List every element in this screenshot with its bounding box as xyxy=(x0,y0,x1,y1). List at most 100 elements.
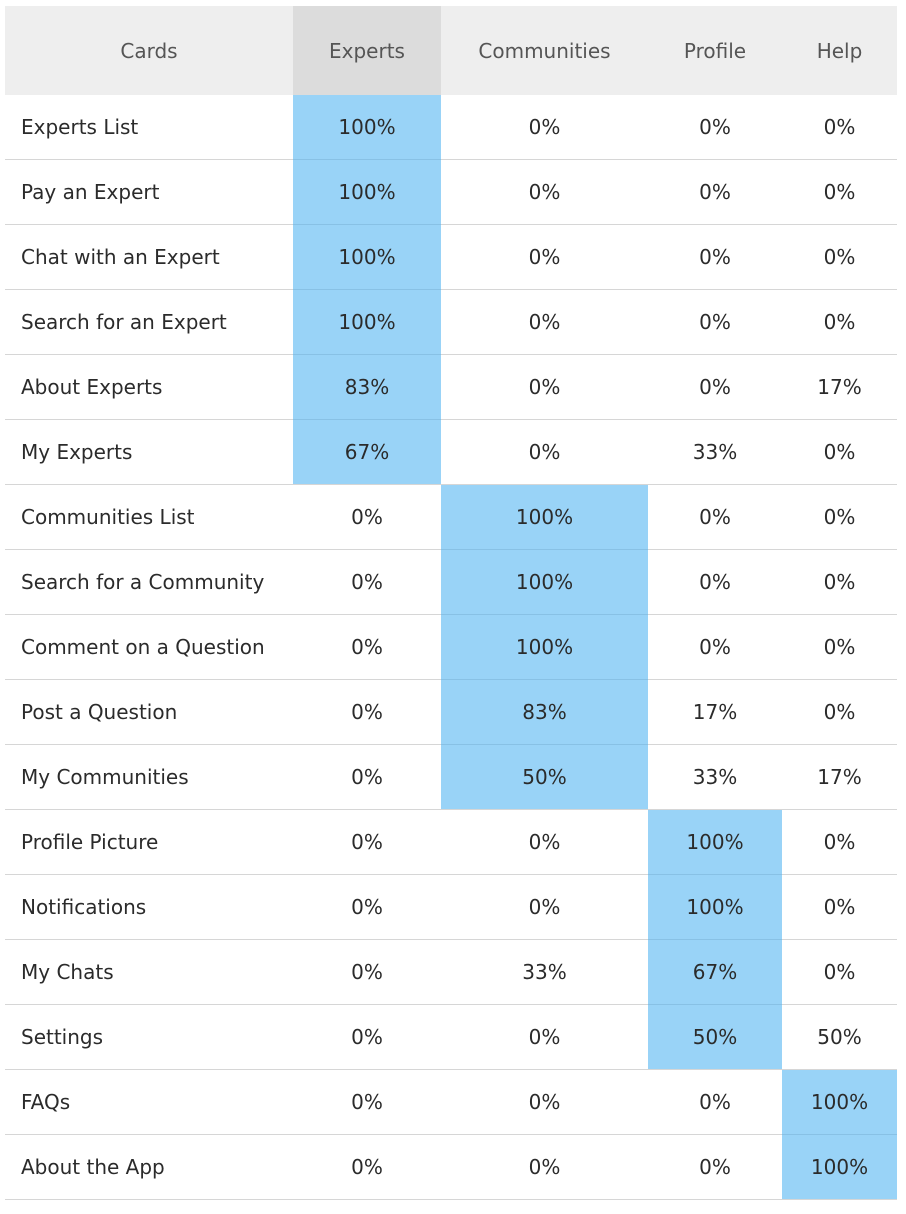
cell-experts: 0% xyxy=(293,1004,441,1070)
table-row: Search for an Expert 100% 0% 0% 0% xyxy=(5,289,897,355)
cell-help: 0% xyxy=(782,874,897,940)
row-label: Comment on a Question xyxy=(5,614,293,680)
cell-help: 100% xyxy=(782,1134,897,1200)
column-header-profile[interactable]: Profile xyxy=(648,6,782,95)
row-label: Experts List xyxy=(21,115,139,139)
cell-profile: 0% xyxy=(648,224,782,290)
table-row: About the App 0% 0% 0% 100% xyxy=(5,1134,897,1200)
row-label: Search for an Expert xyxy=(5,289,293,355)
cell-profile: 100% xyxy=(648,874,782,940)
table-header: Cards Experts Communities Profile Help xyxy=(5,6,897,95)
cell-communities: 0% xyxy=(441,354,648,420)
row-label: About Experts xyxy=(5,354,293,420)
cell-help: 0% xyxy=(782,679,897,745)
cell-profile: 0% xyxy=(648,159,782,225)
cell-communities: 0% xyxy=(441,224,648,290)
cell-profile: 0% xyxy=(648,484,782,550)
cell-help: 0% xyxy=(782,224,897,290)
cell-experts: 100% xyxy=(293,289,441,355)
cell-communities: 0% xyxy=(441,1069,648,1135)
table-row: Profile Picture 0% 0% 100% 0% xyxy=(5,809,897,875)
cell-profile: 0% xyxy=(699,115,731,139)
table-row: Chat with an Expert 100% 0% 0% 0% xyxy=(5,224,897,290)
table-row: Post a Question 0% 83% 17% 0% xyxy=(5,679,897,745)
cell-help: 0% xyxy=(782,809,897,875)
cell-profile: 67% xyxy=(648,939,782,1005)
table-row: My Communities 0% 50% 33% 17% xyxy=(5,744,897,810)
cell-help: 0% xyxy=(782,159,897,225)
table-row: Pay an Expert 100% 0% 0% 0% xyxy=(5,159,897,225)
table-row: FAQs 0% 0% 0% 100% xyxy=(5,1069,897,1135)
card-sort-table-container: Cards Experts Communities Profile Help Exper… xyxy=(5,6,897,1200)
cell-communities: 0% xyxy=(441,1134,648,1200)
cell-help: 50% xyxy=(782,1004,897,1070)
column-header-help[interactable]: Help xyxy=(782,6,897,95)
cell-experts: 0% xyxy=(293,744,441,810)
cell-experts: 83% xyxy=(293,354,441,420)
cell-help: 0% xyxy=(782,419,897,485)
cell-experts: 0% xyxy=(293,679,441,745)
cell-profile: 0% xyxy=(648,1134,782,1200)
cell-help: 0% xyxy=(823,115,856,139)
cell-communities: 0% xyxy=(441,809,648,875)
cell-communities: 0% xyxy=(441,289,648,355)
cell-experts: 100% xyxy=(293,159,441,225)
row-label: About the App xyxy=(5,1134,293,1200)
cell-experts: 0% xyxy=(293,939,441,1005)
row-label: My Experts xyxy=(5,419,293,485)
table-row: Settings 0% 0% 50% 50% xyxy=(5,1004,897,1070)
row-label: Chat with an Expert xyxy=(5,224,293,290)
cell-communities: 0% xyxy=(441,1004,648,1070)
cell-profile: 100% xyxy=(648,809,782,875)
cell-profile: 0% xyxy=(648,354,782,420)
cell-experts: 0% xyxy=(293,614,441,680)
cell-communities: 50% xyxy=(441,744,648,810)
cell-communities: 100% xyxy=(441,484,648,550)
cell-experts: 67% xyxy=(293,419,441,485)
cell-profile: 0% xyxy=(648,289,782,355)
row-label: Settings xyxy=(5,1004,293,1070)
cell-help: 17% xyxy=(782,354,897,420)
cell-communities: 100% xyxy=(441,614,648,680)
cell-experts: 0% xyxy=(293,1069,441,1135)
cell-profile: 33% xyxy=(648,744,782,810)
cell-experts: 0% xyxy=(293,549,441,615)
cell-communities: 83% xyxy=(441,679,648,745)
cell-communities: 0% xyxy=(441,159,648,225)
table-row: About Experts 83% 0% 0% 17% xyxy=(5,354,897,420)
row-label: FAQs xyxy=(5,1069,293,1135)
cell-help: 0% xyxy=(782,289,897,355)
row-label: My Chats xyxy=(5,939,293,1005)
row-label: Profile Picture xyxy=(5,809,293,875)
table-body: Experts List 100% 0% 0% 0% Pay an Expert 100% 0… xyxy=(5,95,897,1200)
cell-help: 100% xyxy=(782,1069,897,1135)
cell-communities: 0% xyxy=(441,874,648,940)
row-label: My Communities xyxy=(5,744,293,810)
cell-help: 0% xyxy=(782,939,897,1005)
cell-profile: 0% xyxy=(648,549,782,615)
table-row: My Experts 67% 0% 33% 0% xyxy=(5,419,897,485)
cell-communities: 100% xyxy=(441,549,648,615)
row-label: Post a Question xyxy=(5,679,293,745)
cell-communities: 0% xyxy=(441,419,648,485)
table-row: Search for a Community 0% 100% 0% 0% xyxy=(5,549,897,615)
cell-profile: 0% xyxy=(648,1069,782,1135)
cell-help: 0% xyxy=(782,549,897,615)
cell-profile: 33% xyxy=(648,419,782,485)
cell-experts: 0% xyxy=(293,809,441,875)
row-label: Pay an Expert xyxy=(5,159,293,225)
column-header-experts[interactable]: Experts xyxy=(293,6,441,95)
cell-experts: 0% xyxy=(293,1134,441,1200)
cell-experts: 100% xyxy=(293,224,441,290)
cell-communities: 33% xyxy=(441,939,648,1005)
header-row: Cards Experts Communities Profile Help xyxy=(5,6,897,95)
column-header-communities[interactable]: Communities xyxy=(441,6,648,95)
row-label: Search for a Community xyxy=(5,549,293,615)
cell-profile: 50% xyxy=(648,1004,782,1070)
cell-help: 17% xyxy=(782,744,897,810)
table-row: Notifications 0% 0% 100% 0% xyxy=(5,874,897,940)
card-sort-results-table: Cards Experts Communities Profile Help Exper… xyxy=(5,6,897,1200)
cell-help: 0% xyxy=(782,484,897,550)
cell-experts: 0% xyxy=(293,484,441,550)
column-header-cards[interactable]: Cards xyxy=(5,6,293,95)
